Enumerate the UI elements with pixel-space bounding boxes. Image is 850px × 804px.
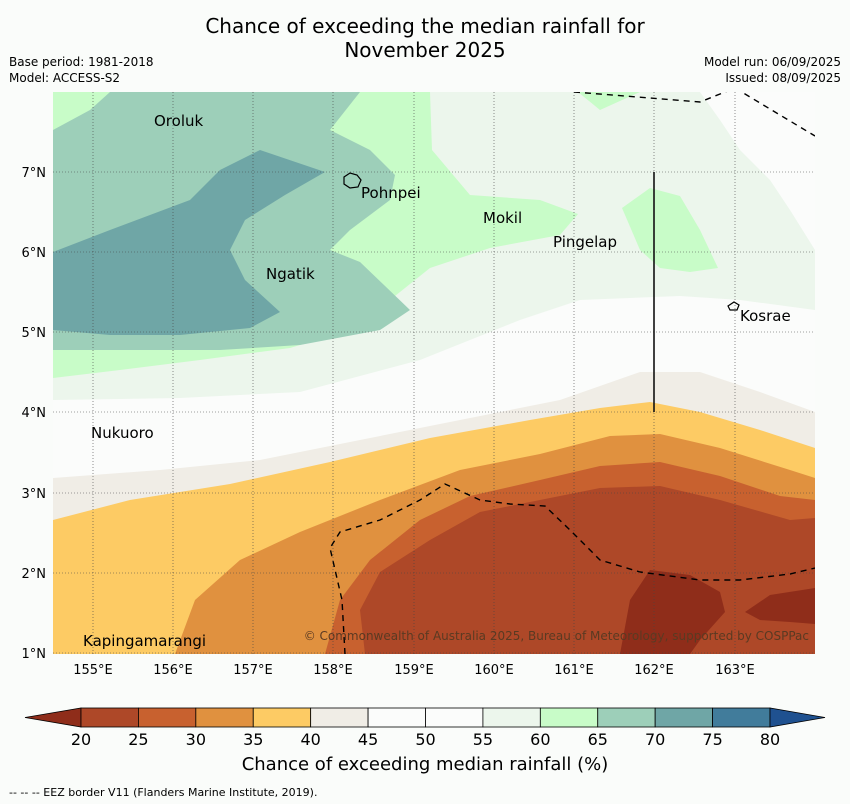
colorbar-arrow-high (769, 707, 826, 728)
kosrae-island (727, 301, 740, 311)
colorbar-segment (252, 707, 312, 728)
colorbar-segment (539, 707, 599, 728)
lat-tick-3: 3°N (22, 487, 47, 502)
title-line-2: November 2025 (344, 38, 506, 62)
place-label-oroluk: Oroluk (154, 112, 203, 130)
lat-tick-7: 7°N (22, 166, 47, 181)
colorbar-tick-label: 35 (243, 730, 263, 749)
place-label-ngatik: Ngatik (266, 265, 315, 283)
colorbar-tick-label: 30 (186, 730, 206, 749)
colorbar-tick-label: 20 (71, 730, 91, 749)
lon-tick-156: 156°E (153, 663, 193, 678)
meta-left: Base period: 1981-2018 Model: ACCESS-S2 (9, 54, 154, 86)
colorbar-segment (367, 707, 426, 728)
colorbar-tick-label: 80 (760, 730, 780, 749)
band-60-65-east (622, 188, 718, 272)
lon-tick-160: 160°E (474, 663, 514, 678)
colorbar-label: Chance of exceeding median rainfall (%) (241, 754, 609, 775)
colorbar-tick-label: 55 (473, 730, 493, 749)
colorbar-arrow-low (24, 707, 82, 728)
place-label-nukuoro: Nukuoro (91, 424, 154, 442)
colorbar-segment (425, 707, 484, 728)
lon-tick-155: 155°E (73, 663, 113, 678)
band-70-75 (53, 150, 325, 335)
colorbar-tick-labels: 20 25 30 35 40 45 50 55 60 65 70 75 80 (71, 730, 780, 749)
issued-date: Issued: 08/09/2025 (725, 71, 841, 85)
colorbar-tick-label: 70 (645, 730, 665, 749)
meta-right: Model run: 06/09/2025 Issued: 08/09/2025 (704, 54, 841, 86)
lat-tick-5: 5°N (22, 326, 47, 341)
pohnpei-island (343, 172, 362, 189)
copyright-notice: © Commonwealth of Australia 2025, Bureau… (304, 629, 809, 643)
colorbar (24, 707, 826, 728)
colorbar-tick-label: 40 (300, 730, 320, 749)
place-label-mokil: Mokil (483, 209, 522, 227)
place-label-pohnpei: Pohnpei (361, 184, 421, 202)
lat-tick-1: 1°N (22, 647, 47, 662)
colorbar-tick-label: 65 (588, 730, 608, 749)
lon-tick-163: 163°E (715, 663, 755, 678)
place-label-kapingamarangi: Kapingamarangi (83, 632, 206, 650)
lon-tick-158: 158°E (313, 663, 353, 678)
colorbar-segment (195, 707, 254, 728)
place-label-kosrae: Kosrae (740, 307, 791, 325)
colorbar-segment (712, 707, 771, 728)
chart-title: Chance of exceeding the median rainfall … (0, 14, 850, 62)
colorbar-tick-label: 45 (358, 730, 378, 749)
colorbar-segment (80, 707, 139, 728)
band-50-55-ne (700, 92, 815, 250)
band-below-20-east (745, 588, 815, 624)
place-label-pingelap: Pingelap (553, 233, 617, 251)
lat-tick-4: 4°N (22, 406, 47, 421)
lat-tick-2: 2°N (22, 567, 47, 582)
band-60-65-top (578, 92, 640, 110)
colorbar-segment (482, 707, 541, 728)
rainfall-field (53, 92, 815, 654)
colorbar-segment (597, 707, 656, 728)
colorbar-tick-label: 75 (702, 730, 722, 749)
eez-border (329, 92, 815, 654)
band-below-20 (620, 570, 725, 654)
colorbar-tick-label: 50 (415, 730, 435, 749)
title-line-1: Chance of exceeding the median rainfall … (205, 14, 645, 38)
eez-legend-note: -- -- -- EEZ border V11 (Flanders Marine… (9, 786, 318, 799)
model-name: Model: ACCESS-S2 (9, 71, 121, 85)
lon-tick-157: 157°E (233, 663, 273, 678)
colorbar-segment (138, 707, 197, 728)
colorbar-tick-label: 25 (128, 730, 148, 749)
base-period: Base period: 1981-2018 (9, 55, 154, 69)
lon-tick-162: 162°E (634, 663, 674, 678)
lon-tick-161: 161°E (554, 663, 594, 678)
colorbar-segment (310, 707, 369, 728)
model-run: Model run: 06/09/2025 (703, 55, 841, 69)
lat-tick-6: 6°N (22, 246, 47, 261)
colorbar-tick-label: 60 (530, 730, 550, 749)
colorbar-segment (654, 707, 713, 728)
lon-tick-159: 159°E (394, 663, 434, 678)
